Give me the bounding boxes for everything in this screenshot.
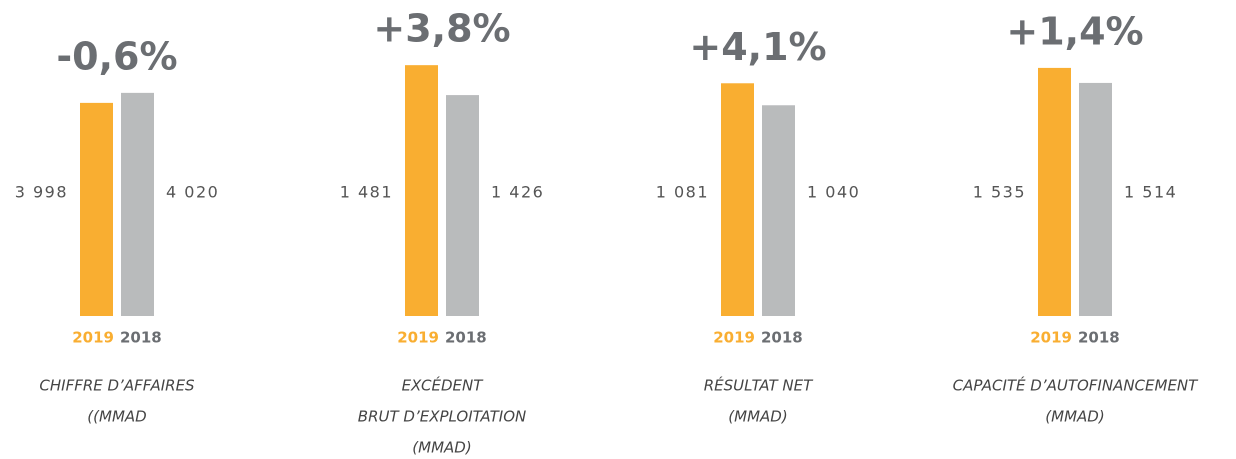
caption: CHIFFRE D’AFFAIRES: [39, 377, 195, 395]
value-label: 1 040: [807, 183, 860, 202]
value-label: 4 020: [166, 183, 219, 202]
bar: [121, 92, 154, 316]
caption: (MMAD): [412, 439, 471, 457]
year-label: 2018: [120, 329, 162, 347]
year-label: 2018: [445, 329, 487, 347]
change-label: +1,4%: [1006, 9, 1143, 53]
bar: [1079, 82, 1112, 316]
bar: [762, 105, 795, 317]
year-label: 2018: [761, 329, 803, 347]
change-label: -0,6%: [56, 34, 177, 78]
change-label: +4,1%: [689, 25, 826, 69]
change-label: +3,8%: [373, 7, 510, 51]
year-label: 2019: [713, 329, 755, 347]
bar: [721, 83, 754, 316]
value-label: 1 535: [973, 183, 1026, 202]
caption: (MMAD): [1045, 408, 1104, 426]
caption: RÉSULTAT NET: [704, 376, 814, 395]
bar: [446, 95, 479, 317]
year-label: 2019: [1030, 329, 1072, 347]
year-label: 2019: [72, 329, 114, 347]
caption: BRUT D’EXPLOITATION: [358, 408, 526, 426]
value-label: 1 081: [656, 183, 709, 202]
caption: ((MMAD: [87, 408, 146, 426]
caption: (MMAD): [728, 408, 787, 426]
caption: CAPACITÉ D’AUTOFINANCEMENT: [953, 376, 1199, 395]
year-label: 2019: [397, 329, 439, 347]
bar: [405, 65, 438, 316]
caption: EXCÉDENT: [402, 376, 485, 395]
year-label: 2018: [1078, 329, 1120, 347]
value-label: 1 481: [340, 183, 393, 202]
value-label: 1 514: [1124, 183, 1177, 202]
value-label: 1 426: [491, 183, 544, 202]
bar: [80, 102, 113, 316]
bar: [1038, 67, 1071, 316]
value-label: 3 998: [15, 183, 68, 202]
